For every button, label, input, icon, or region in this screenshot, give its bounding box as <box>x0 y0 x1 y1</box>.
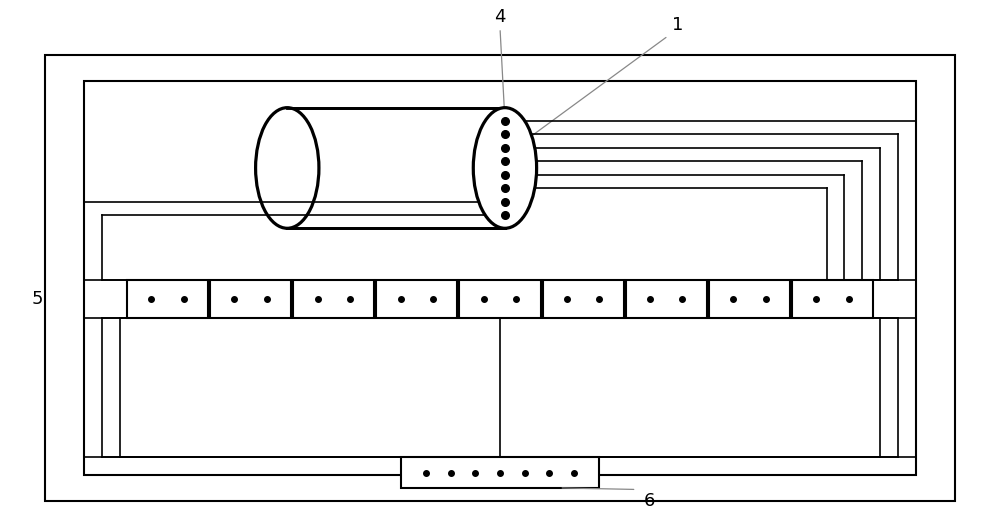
Bar <box>293 280 374 318</box>
Bar <box>626 280 707 318</box>
Polygon shape <box>287 108 505 228</box>
Bar <box>376 280 457 318</box>
Bar <box>401 457 599 488</box>
Bar <box>127 280 208 318</box>
Bar <box>459 280 541 318</box>
Text: 6: 6 <box>643 491 655 509</box>
Text: 4: 4 <box>494 8 506 26</box>
Ellipse shape <box>256 108 319 228</box>
Text: 5: 5 <box>31 290 43 308</box>
Bar <box>84 82 916 475</box>
Bar <box>709 280 790 318</box>
Bar <box>543 280 624 318</box>
Bar <box>210 280 291 318</box>
Text: 1: 1 <box>672 16 684 34</box>
Bar <box>45 55 955 501</box>
Bar <box>792 280 873 318</box>
Ellipse shape <box>473 108 537 228</box>
